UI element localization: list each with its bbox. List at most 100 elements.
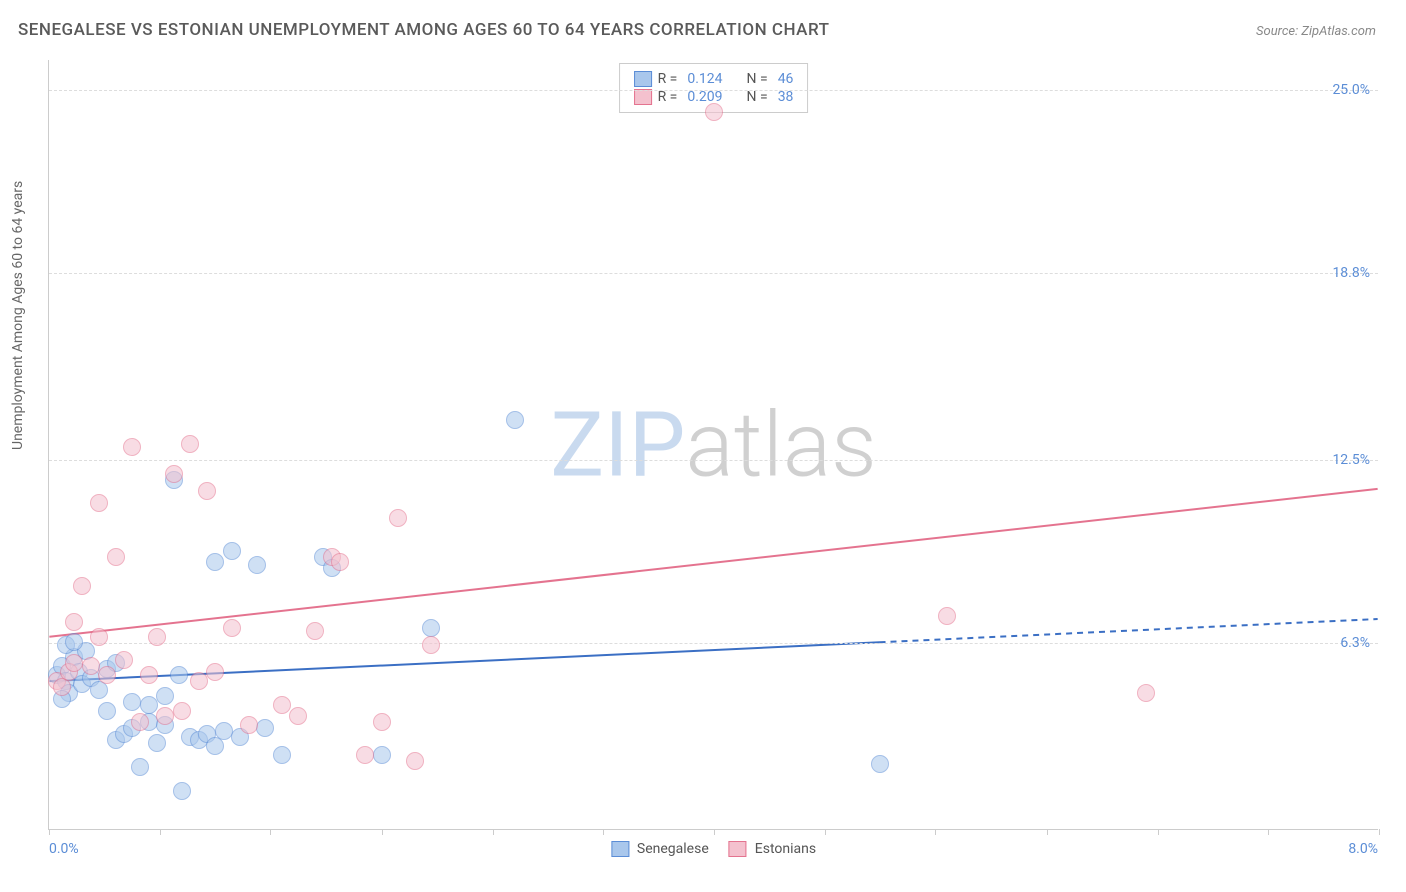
scatter-point	[123, 438, 141, 456]
series-name: Estonians	[755, 841, 816, 857]
scatter-point	[181, 435, 199, 453]
scatter-point	[938, 607, 956, 625]
legend-item: Estonians	[729, 841, 816, 857]
scatter-point	[331, 553, 349, 571]
scatter-point	[422, 636, 440, 654]
scatter-point	[107, 548, 125, 566]
x-tick	[1158, 829, 1159, 835]
scatter-point	[190, 672, 208, 690]
x-axis-min-label: 0.0%	[49, 841, 79, 857]
scatter-point	[165, 465, 183, 483]
scatter-point	[356, 746, 374, 764]
scatter-point	[131, 758, 149, 776]
x-tick	[493, 829, 494, 835]
chart-title: SENEGALESE VS ESTONIAN UNEMPLOYMENT AMON…	[18, 20, 829, 40]
scatter-point	[373, 746, 391, 764]
scatter-point	[82, 657, 100, 675]
scatter-point	[273, 746, 291, 764]
x-tick	[1047, 829, 1048, 835]
scatter-point	[1137, 684, 1155, 702]
y-tick-label: 6.3%	[1340, 635, 1370, 651]
scatter-point	[248, 556, 266, 574]
scatter-point	[256, 719, 274, 737]
scatter-point	[90, 494, 108, 512]
scatter-point	[223, 542, 241, 560]
scatter-point	[240, 716, 258, 734]
scatter-point	[123, 693, 141, 711]
scatter-point	[65, 613, 83, 631]
scatter-point	[289, 707, 307, 725]
scatter-point	[705, 103, 723, 121]
scatter-point	[65, 654, 83, 672]
y-tick-label: 18.8%	[1332, 265, 1370, 281]
scatter-point	[206, 663, 224, 681]
x-tick	[160, 829, 161, 835]
y-tick-label: 12.5%	[1332, 452, 1370, 468]
x-tick	[603, 829, 604, 835]
series-name: Senegalese	[637, 841, 709, 857]
scatter-point	[373, 713, 391, 731]
watermark: ZIPatlas	[550, 392, 876, 497]
scatter-point	[223, 619, 241, 637]
x-tick	[49, 829, 50, 835]
scatter-point	[156, 707, 174, 725]
legend-swatch	[634, 89, 652, 105]
scatter-point	[215, 722, 233, 740]
n-value: 46	[778, 71, 794, 87]
watermark-zip: ZIP	[550, 392, 685, 497]
n-label: N =	[747, 71, 768, 87]
scatter-point	[131, 713, 149, 731]
trend-line-dashed	[880, 619, 1378, 642]
scatter-point	[65, 633, 83, 651]
legend-row: R =0.124N =46	[634, 70, 794, 88]
scatter-point	[90, 628, 108, 646]
gridline	[49, 273, 1378, 274]
series-legend: Senegalese Estonians	[611, 841, 816, 857]
scatter-point	[98, 666, 116, 684]
r-label: R =	[658, 89, 678, 105]
x-tick	[270, 829, 271, 835]
x-tick	[1268, 829, 1269, 835]
scatter-point	[406, 752, 424, 770]
x-tick	[1379, 829, 1380, 835]
scatter-point	[389, 509, 407, 527]
y-axis-label: Unemployment Among Ages 60 to 64 years	[10, 181, 26, 450]
scatter-point	[871, 755, 889, 773]
n-label: N =	[747, 89, 768, 105]
scatter-point	[156, 687, 174, 705]
x-tick	[825, 829, 826, 835]
x-tick	[382, 829, 383, 835]
scatter-point	[422, 619, 440, 637]
scatter-point	[170, 666, 188, 684]
scatter-point	[273, 696, 291, 714]
x-axis-max-label: 8.0%	[1348, 841, 1378, 857]
scatter-point	[140, 666, 158, 684]
r-value: 0.209	[687, 89, 722, 105]
r-value: 0.124	[687, 71, 722, 87]
source-attribution: Source: ZipAtlas.com	[1256, 24, 1376, 39]
scatter-point	[140, 696, 158, 714]
watermark-atlas: atlas	[685, 392, 876, 497]
n-value: 38	[778, 89, 794, 105]
legend-item: Senegalese	[611, 841, 709, 857]
gridline	[49, 643, 1378, 644]
scatter-point	[206, 553, 224, 571]
gridline	[49, 460, 1378, 461]
x-tick	[714, 829, 715, 835]
scatter-point	[148, 628, 166, 646]
trend-lines	[49, 60, 1378, 829]
scatter-point	[198, 482, 216, 500]
scatter-point	[173, 782, 191, 800]
legend-swatch	[611, 841, 629, 857]
legend-swatch	[634, 71, 652, 87]
x-tick	[935, 829, 936, 835]
scatter-point	[173, 702, 191, 720]
scatter-point	[148, 734, 166, 752]
gridline	[49, 90, 1378, 91]
y-tick-label: 25.0%	[1332, 82, 1370, 98]
scatter-plot-area: ZIPatlas R =0.124N =46R =0.209N =38 0.0%…	[48, 60, 1378, 830]
scatter-point	[73, 577, 91, 595]
scatter-point	[306, 622, 324, 640]
legend-swatch	[729, 841, 747, 857]
scatter-point	[115, 651, 133, 669]
